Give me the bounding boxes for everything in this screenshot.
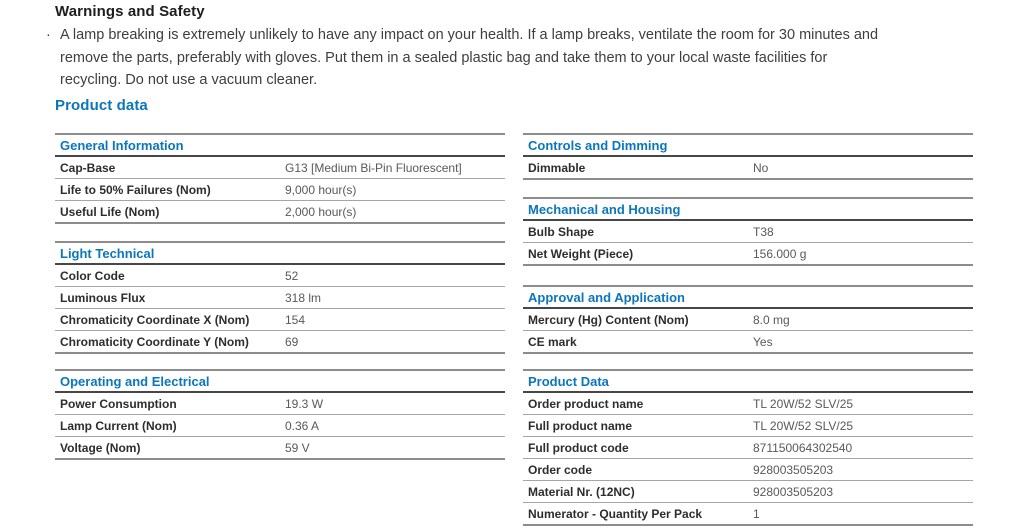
section-table-product-data: Product Data Order product name TL 20W/52 …: [523, 369, 973, 526]
spec-label: Material Nr. (12NC): [528, 484, 635, 499]
spec-label: Power Consumption: [60, 396, 177, 411]
warnings-heading: Warnings and Safety: [55, 3, 205, 20]
spec-label: Life to 50% Failures (Nom): [60, 182, 211, 197]
section-title: Controls and Dimming: [528, 137, 668, 153]
spec-row-cap-base: Cap-Base G13 [Medium Bi-Pin Fluorescent]: [55, 157, 505, 179]
spec-label: Lamp Current (Nom): [60, 418, 177, 433]
spec-row-ce-mark: CE mark Yes: [523, 331, 973, 352]
section-title: Operating and Electrical: [60, 373, 210, 389]
spec-value: 928003505203: [753, 484, 834, 499]
section-header: General Information: [55, 135, 505, 157]
spec-value: 871150064302540: [753, 440, 853, 455]
spec-label: Order product name: [528, 396, 644, 411]
spec-label: Mercury (Hg) Content (Nom): [528, 312, 689, 327]
spec-value: 318 lm: [285, 290, 322, 305]
spec-row-voltage-nom: Voltage (Nom) 59 V: [55, 437, 505, 458]
spec-value: 156.000 g: [753, 246, 807, 261]
spec-value: 928003505203: [753, 462, 834, 477]
section-table-approval-and-application: Approval and Application Mercury (Hg) Con…: [523, 285, 973, 354]
warnings-line: A lamp breaking is extremely unlikely to…: [60, 27, 879, 43]
spec-row-lamp-current-nom: Lamp Current (Nom) 0.36 A: [55, 415, 505, 437]
spec-row-chromaticity-coordinate-y-nom: Chromaticity Coordinate Y (Nom) 69: [55, 331, 505, 352]
spec-row-useful-life-nom: Useful Life (Nom) 2,000 hour(s): [55, 201, 505, 222]
bullet-marker: ·: [46, 27, 51, 43]
spec-label: Net Weight (Piece): [528, 246, 634, 261]
spec-row-mercury-hg-content-nom: Mercury (Hg) Content (Nom) 8.0 mg: [523, 309, 973, 331]
spec-row-color-code: Color Code 52: [55, 265, 505, 287]
section-table-mechanical-and-housing: Mechanical and Housing Bulb Shape T38 Net W…: [523, 197, 973, 266]
spec-value: 154: [285, 312, 306, 327]
spec-row-net-weight-piece: Net Weight (Piece) 156.000 g: [523, 243, 973, 264]
spec-label: Numerator - Quantity Per Pack: [528, 506, 703, 521]
spec-label: Bulb Shape: [528, 224, 595, 239]
spec-label: Voltage (Nom): [60, 440, 141, 455]
spec-value: 9,000 hour(s): [285, 182, 357, 197]
spec-row-luminous-flux: Luminous Flux 318 lm: [55, 287, 505, 309]
spec-label: Cap-Base: [60, 160, 116, 175]
section-header: Approval and Application: [523, 287, 973, 309]
section-header: Product Data: [523, 371, 973, 393]
spec-value: No: [753, 160, 769, 175]
section-title: Light Technical: [60, 245, 155, 261]
spec-value: 59 V: [285, 440, 310, 455]
spec-value: Yes: [753, 334, 773, 349]
section-title: Mechanical and Housing: [528, 201, 681, 217]
section-table-light-technical: Light Technical Color Code 52 Luminous Flux…: [55, 241, 505, 354]
section-table-controls-and-dimming: Controls and Dimming Dimmable No: [523, 133, 973, 180]
section-header: Mechanical and Housing: [523, 199, 973, 221]
spec-label: Chromaticity Coordinate Y (Nom): [60, 334, 249, 349]
spec-value: T38: [753, 224, 774, 239]
section-title: General Information: [60, 137, 184, 153]
spec-row-dimmable: Dimmable No: [523, 157, 973, 178]
spec-label: CE mark: [528, 334, 577, 349]
spec-row-power-consumption: Power Consumption 19.3 W: [55, 393, 505, 415]
section-title: Product Data: [528, 373, 609, 389]
spec-value: 0.36 A: [285, 418, 320, 433]
spec-row-order-code: Order code 928003505203: [523, 459, 973, 481]
section-header: Controls and Dimming: [523, 135, 973, 157]
spec-value: TL 20W/52 SLV/25: [753, 396, 854, 411]
spec-label: Dimmable: [528, 160, 586, 175]
section-table-operating-and-electrical: Operating and Electrical Power Consumptio…: [55, 369, 505, 460]
spec-row-bulb-shape: Bulb Shape T38: [523, 221, 973, 243]
spec-row-chromaticity-coordinate-x-nom: Chromaticity Coordinate X (Nom) 154: [55, 309, 505, 331]
spec-row-material-nr-12nc: Material Nr. (12NC) 928003505203: [523, 481, 973, 503]
section-header: Light Technical: [55, 243, 505, 265]
section-title: Approval and Application: [528, 289, 685, 305]
spec-value: 8.0 mg: [753, 312, 790, 327]
spec-row-full-product-name: Full product name TL 20W/52 SLV/25: [523, 415, 973, 437]
spec-value: 1: [753, 506, 760, 521]
right-column: Controls and Dimming Dimmable No Mechanical…: [523, 133, 973, 526]
spec-row-life-to-50-failures-nom: Life to 50% Failures (Nom) 9,000 hour(s): [55, 179, 505, 201]
spec-label: Full product code: [528, 440, 629, 455]
section-table-general-information: General Information Cap-Base G13 [Medium B…: [55, 133, 505, 224]
spec-value: 19.3 W: [285, 396, 324, 411]
spec-label: Luminous Flux: [60, 290, 146, 305]
spec-label: Full product name: [528, 418, 633, 433]
spec-label: Useful Life (Nom): [60, 204, 160, 219]
spec-value: 52: [285, 268, 299, 283]
spec-row-numerator-quantity-per-pack: Numerator - Quantity Per Pack 1: [523, 503, 973, 524]
product-data-heading: Product data: [55, 97, 148, 114]
spec-value: 69: [285, 334, 299, 349]
left-column: General Information Cap-Base G13 [Medium B…: [55, 133, 505, 460]
warnings-line: remove the parts, preferably with gloves…: [60, 49, 828, 66]
spec-label: Chromaticity Coordinate X (Nom): [60, 312, 250, 327]
warnings-paragraph: A lamp breaking is extremely unlikely to…: [60, 24, 990, 92]
spec-label: Order code: [528, 462, 593, 477]
spec-value: 2,000 hour(s): [285, 204, 357, 219]
spec-label: Color Code: [60, 268, 125, 283]
spec-value: G13 [Medium Bi-Pin Fluorescent]: [285, 160, 462, 175]
warnings-line: recycling. Do not use a vacuum cleaner.: [60, 72, 318, 88]
spec-value: TL 20W/52 SLV/25: [753, 418, 854, 433]
spec-row-order-product-name: Order product name TL 20W/52 SLV/25: [523, 393, 973, 415]
section-header: Operating and Electrical: [55, 371, 505, 393]
spec-row-full-product-code: Full product code 871150064302540: [523, 437, 973, 459]
